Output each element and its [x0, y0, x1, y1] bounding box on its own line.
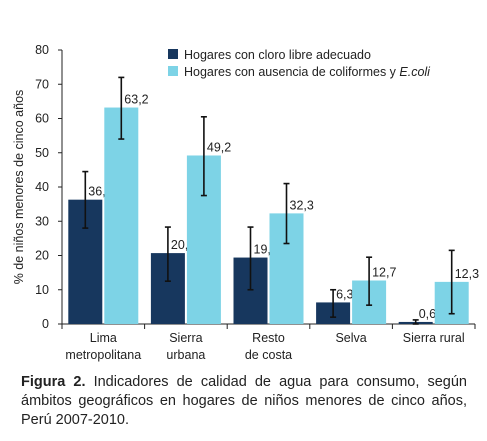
- x-category-label: Selva: [335, 331, 366, 345]
- x-category-label: de costa: [245, 348, 292, 362]
- x-category-label: urbana: [166, 348, 205, 362]
- legend-label-series-2: Hogares con ausencia de coliformes y E.c…: [184, 65, 431, 79]
- y-tick-label: 0: [42, 317, 49, 331]
- caption-label: Figura 2.: [21, 374, 86, 390]
- y-tick-label: 50: [35, 146, 49, 160]
- caption-text: Indicadores de calidad de agua para cons…: [21, 374, 467, 428]
- legend-label-series-2-text: Hogares con ausencia de coliformes y: [184, 65, 399, 79]
- legend-label-series-2-italic: E.coli: [399, 65, 431, 79]
- x-category-label: Sierra: [169, 331, 202, 345]
- figure-caption: Figura 2. Indicadores de calidad de agua…: [21, 373, 467, 430]
- data-label: 12,3: [455, 267, 479, 281]
- y-tick-label: 60: [35, 112, 49, 126]
- y-axis-label: % de niños menores de cinco años: [12, 90, 26, 285]
- y-tick-label: 70: [35, 77, 49, 91]
- y-tick-label: 80: [35, 43, 49, 57]
- data-label: 12,7: [372, 266, 396, 280]
- x-category-label: Lima: [90, 331, 117, 345]
- bar-chart: 0 10 20 30 40 50 60 70 80 % de niños menores de c…: [12, 43, 479, 362]
- legend-label-series-1: Hogares con cloro libre adecuado: [184, 48, 371, 62]
- bar-series-2: [104, 107, 139, 324]
- legend-swatch-series-2: [168, 66, 178, 76]
- legend-swatch-series-1: [168, 49, 178, 59]
- data-label: 0,6: [419, 307, 436, 321]
- x-category-label: Resto: [252, 331, 285, 345]
- y-tick-label: 20: [35, 249, 49, 263]
- data-label: 49,2: [207, 140, 231, 154]
- x-category-label: metropolitana: [65, 348, 141, 362]
- y-tick-label: 30: [35, 214, 49, 228]
- y-tick-label: 40: [35, 180, 49, 194]
- data-label: 6,3: [336, 287, 353, 301]
- y-tick-label: 10: [35, 283, 49, 297]
- x-category-label: Sierra rural: [403, 331, 465, 345]
- data-label: 32,3: [290, 198, 314, 212]
- data-label: 63,2: [124, 93, 148, 107]
